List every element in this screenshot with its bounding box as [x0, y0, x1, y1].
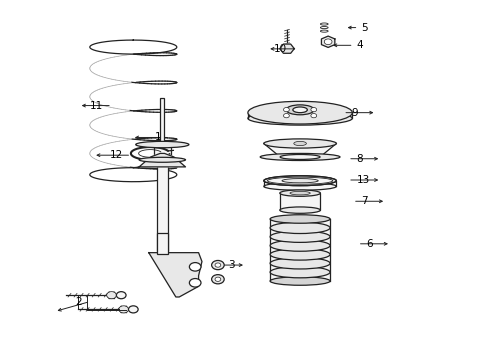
- Polygon shape: [321, 36, 334, 48]
- Polygon shape: [269, 237, 329, 246]
- Text: 12: 12: [109, 150, 122, 160]
- Circle shape: [324, 39, 331, 45]
- FancyBboxPatch shape: [153, 143, 171, 164]
- Circle shape: [189, 279, 201, 287]
- Ellipse shape: [279, 190, 320, 196]
- Ellipse shape: [247, 101, 351, 124]
- FancyBboxPatch shape: [156, 233, 168, 255]
- Polygon shape: [269, 263, 329, 272]
- Circle shape: [310, 113, 316, 118]
- Polygon shape: [269, 228, 329, 237]
- Ellipse shape: [264, 183, 336, 190]
- Text: 9: 9: [351, 108, 358, 118]
- Text: 8: 8: [356, 154, 363, 164]
- Circle shape: [215, 277, 221, 282]
- FancyBboxPatch shape: [156, 164, 168, 251]
- Circle shape: [119, 306, 128, 313]
- Text: 3: 3: [228, 260, 235, 270]
- Circle shape: [116, 292, 126, 299]
- Ellipse shape: [247, 112, 351, 125]
- Ellipse shape: [267, 177, 332, 184]
- Circle shape: [283, 108, 289, 112]
- Polygon shape: [279, 44, 294, 53]
- Ellipse shape: [279, 207, 320, 213]
- Circle shape: [106, 292, 116, 299]
- Text: 2: 2: [75, 297, 81, 307]
- Polygon shape: [269, 246, 329, 255]
- Circle shape: [189, 262, 201, 271]
- Ellipse shape: [320, 23, 327, 25]
- Ellipse shape: [269, 240, 329, 251]
- Ellipse shape: [293, 141, 306, 145]
- Text: 10: 10: [273, 44, 286, 54]
- Ellipse shape: [289, 192, 309, 195]
- Ellipse shape: [292, 107, 307, 113]
- Circle shape: [211, 275, 224, 284]
- Text: 4: 4: [356, 40, 363, 50]
- Ellipse shape: [269, 231, 329, 242]
- Circle shape: [310, 108, 316, 112]
- FancyBboxPatch shape: [279, 193, 320, 210]
- Ellipse shape: [264, 139, 336, 148]
- Ellipse shape: [269, 277, 329, 285]
- Circle shape: [211, 260, 224, 270]
- Ellipse shape: [282, 179, 318, 183]
- Text: 11: 11: [90, 100, 103, 111]
- Text: 1: 1: [154, 132, 161, 143]
- Ellipse shape: [269, 222, 329, 234]
- Ellipse shape: [136, 141, 188, 148]
- Ellipse shape: [260, 153, 339, 161]
- Ellipse shape: [285, 105, 313, 115]
- Polygon shape: [269, 219, 329, 228]
- Circle shape: [215, 263, 221, 267]
- Ellipse shape: [139, 157, 185, 162]
- Polygon shape: [264, 144, 336, 157]
- Polygon shape: [148, 253, 202, 297]
- Text: 7: 7: [361, 196, 367, 206]
- Text: 5: 5: [361, 23, 367, 33]
- Ellipse shape: [320, 27, 327, 29]
- Ellipse shape: [269, 258, 329, 269]
- Ellipse shape: [269, 266, 329, 278]
- Polygon shape: [269, 255, 329, 263]
- FancyBboxPatch shape: [160, 99, 164, 164]
- Text: 6: 6: [366, 239, 372, 249]
- Polygon shape: [269, 272, 329, 281]
- Ellipse shape: [269, 215, 329, 223]
- Ellipse shape: [280, 154, 319, 159]
- Circle shape: [128, 306, 138, 313]
- Ellipse shape: [269, 249, 329, 260]
- Ellipse shape: [264, 176, 336, 186]
- Text: 13: 13: [356, 175, 369, 185]
- Circle shape: [283, 113, 289, 118]
- Ellipse shape: [320, 30, 327, 32]
- Polygon shape: [139, 153, 185, 167]
